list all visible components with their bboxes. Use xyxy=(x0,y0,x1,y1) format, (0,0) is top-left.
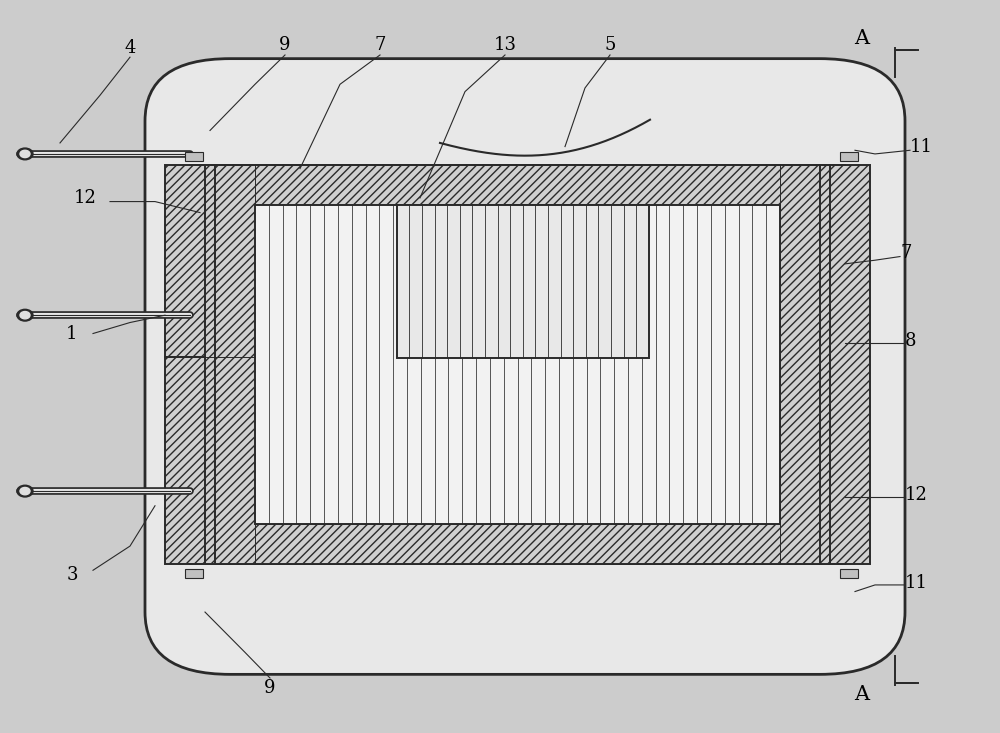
Circle shape xyxy=(20,312,30,319)
Bar xyxy=(255,205,780,524)
Text: 3: 3 xyxy=(66,567,78,584)
Text: 9: 9 xyxy=(264,679,276,696)
FancyBboxPatch shape xyxy=(145,59,905,674)
Circle shape xyxy=(20,487,30,495)
Text: 5: 5 xyxy=(604,37,616,54)
Text: 9: 9 xyxy=(279,37,291,54)
Text: 8: 8 xyxy=(905,332,916,350)
Text: A: A xyxy=(854,29,870,48)
Bar xyxy=(190,165,845,205)
Bar xyxy=(190,524,845,564)
Text: 7: 7 xyxy=(900,244,911,262)
Text: 11: 11 xyxy=(910,138,933,155)
Bar xyxy=(830,165,870,564)
Text: A: A xyxy=(854,685,870,704)
Text: 12: 12 xyxy=(905,486,928,504)
Bar xyxy=(190,165,845,564)
Bar xyxy=(185,569,203,578)
Bar xyxy=(165,357,205,564)
Bar xyxy=(397,205,649,358)
Text: 11: 11 xyxy=(905,574,928,592)
Text: 7: 7 xyxy=(374,37,386,54)
Bar xyxy=(185,152,203,161)
Text: 13: 13 xyxy=(494,37,516,54)
Bar xyxy=(165,165,205,357)
Circle shape xyxy=(17,148,33,160)
Bar xyxy=(840,569,858,578)
Bar xyxy=(840,152,858,161)
Circle shape xyxy=(20,150,30,158)
Text: 4: 4 xyxy=(124,39,136,56)
Circle shape xyxy=(17,309,33,321)
Bar xyxy=(190,165,255,564)
Circle shape xyxy=(17,485,33,497)
Text: 1: 1 xyxy=(66,325,78,342)
Text: 12: 12 xyxy=(74,189,96,207)
Bar xyxy=(780,165,845,564)
